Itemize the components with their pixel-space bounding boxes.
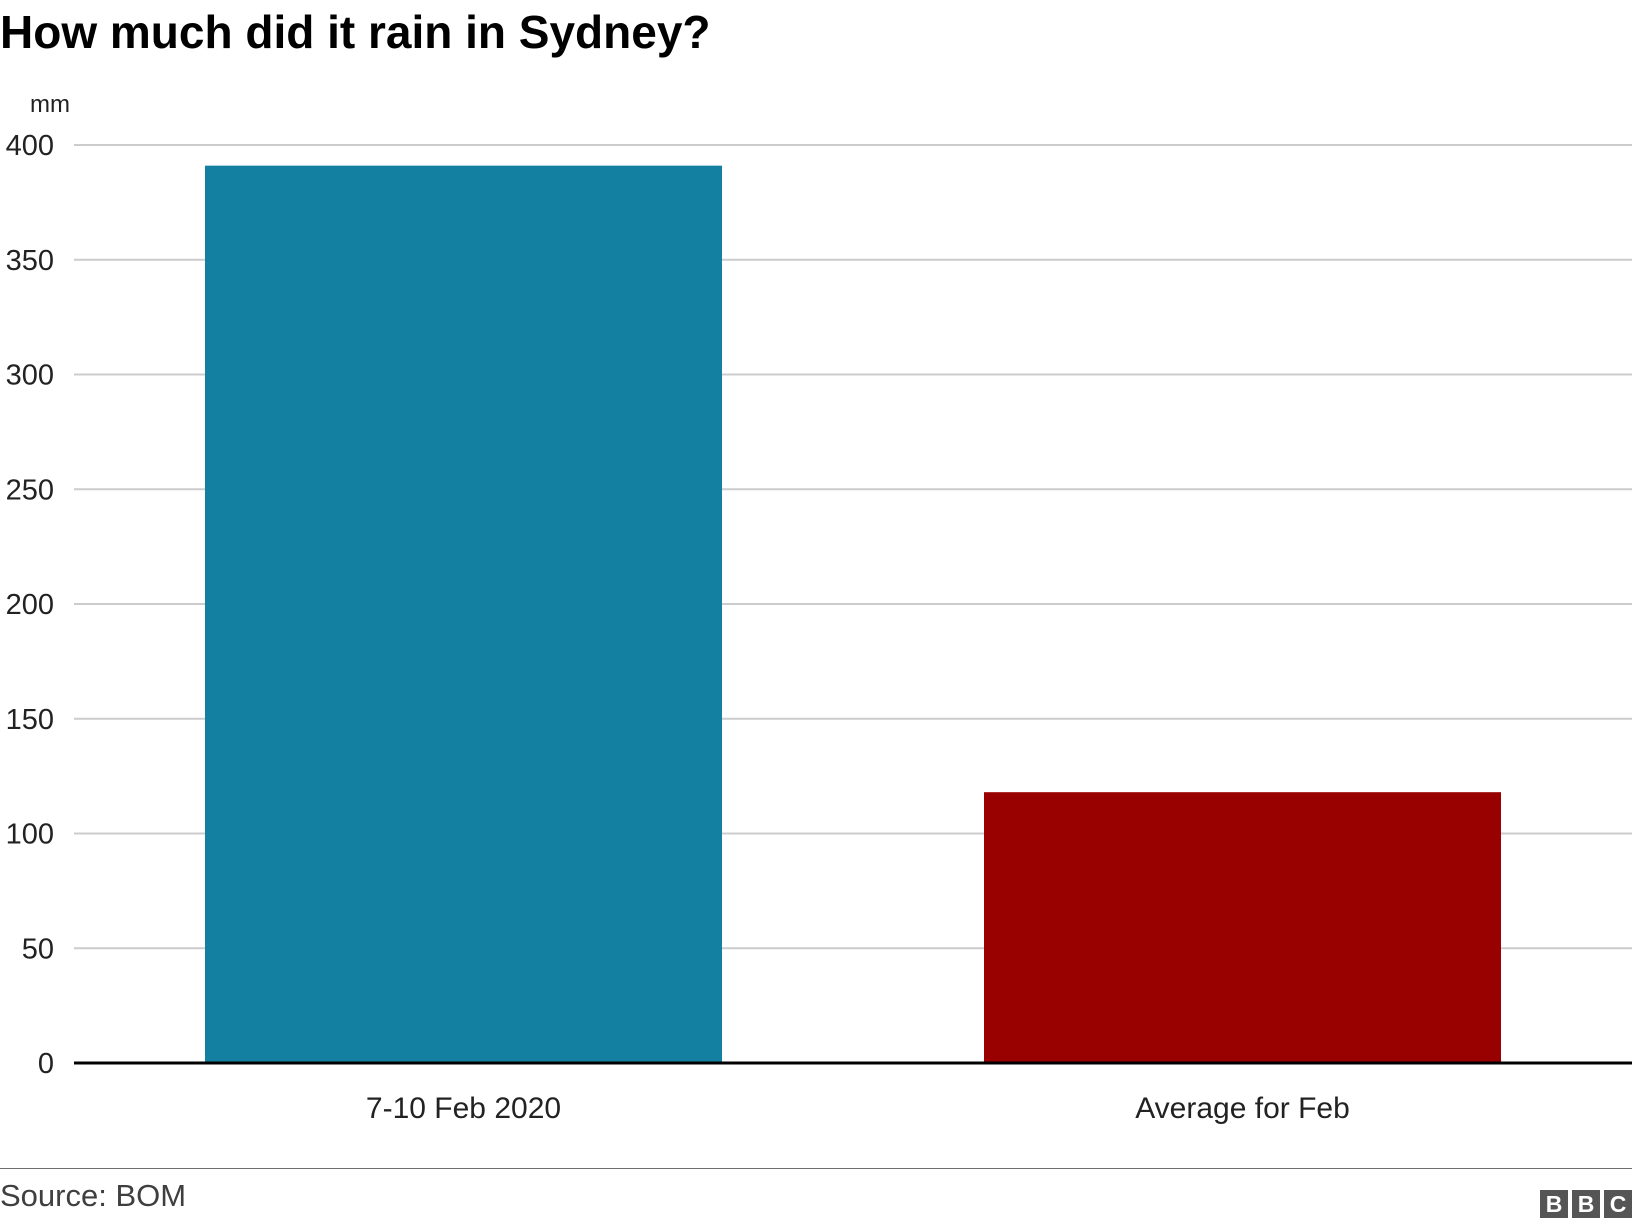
y-tick-label: 350 [6,245,54,277]
logo-letter: B [1572,1190,1600,1218]
logo-letter: C [1604,1190,1632,1218]
y-tick-label: 200 [6,589,54,621]
chart-title: How much did it rain in Sydney? [0,6,711,58]
bar-chart: mm 0 50 100 150 200 250 300 350 400 7-10 Feb 2020 A… [6,91,1632,1125]
x-tick-label: Average for Feb [1135,1092,1350,1125]
bbc-logo: B B C [1540,1190,1632,1218]
footer-divider [0,1168,1632,1169]
y-axis-unit-label: mm [30,91,70,118]
y-tick-label: 400 [6,130,54,162]
source-note: Source: BOM [0,1178,187,1213]
y-tick-label: 100 [6,819,54,851]
x-tick-label: 7-10 Feb 2020 [366,1092,561,1125]
y-tick-label: 50 [22,933,54,965]
bar [984,792,1501,1063]
y-tick-label: 150 [6,704,54,736]
y-tick-label: 0 [38,1048,54,1080]
y-tick-label: 300 [6,360,54,392]
logo-letter: B [1540,1190,1568,1218]
y-tick-label: 250 [6,474,54,506]
bar [205,165,722,1063]
